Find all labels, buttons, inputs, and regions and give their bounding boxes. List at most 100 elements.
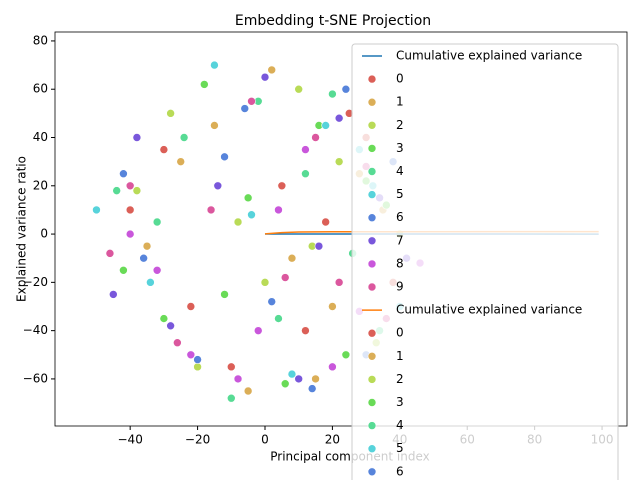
- legend-marker: [367, 421, 377, 430]
- legend-label: 2: [396, 118, 404, 132]
- point: [334, 157, 344, 166]
- point: [260, 72, 270, 82]
- point: [193, 362, 202, 372]
- point: [247, 96, 256, 106]
- legend-label: 1: [396, 349, 404, 363]
- point: [226, 362, 236, 372]
- point: [166, 321, 175, 331]
- point: [119, 169, 128, 179]
- point: [274, 205, 283, 215]
- point: [213, 181, 223, 191]
- point: [341, 84, 351, 94]
- point: [301, 326, 310, 335]
- legend-marker: [367, 259, 377, 269]
- point: [179, 133, 189, 142]
- legend-label: 8: [396, 256, 404, 270]
- point: [142, 241, 152, 251]
- legend-label: 9: [396, 280, 404, 294]
- point: [243, 193, 253, 203]
- point: [193, 355, 202, 364]
- legend-label: 4: [396, 418, 404, 432]
- point: [139, 253, 148, 263]
- point: [220, 290, 229, 299]
- point: [210, 121, 219, 130]
- legend-marker: [367, 444, 377, 454]
- x-tick-label: 20: [325, 433, 340, 447]
- point: [220, 152, 229, 162]
- point: [247, 210, 256, 220]
- x-tick-label: −20: [185, 433, 210, 447]
- point: [328, 302, 337, 311]
- legend-marker: [367, 282, 377, 292]
- plot-frame: [54, 31, 628, 427]
- y-tick-label: −40: [23, 323, 48, 337]
- y-tick-label: 20: [33, 178, 48, 192]
- chart-title: Embedding t-SNE Projection: [235, 13, 431, 29]
- legend-marker: [367, 375, 377, 384]
- point: [166, 109, 175, 118]
- legend-label: 7: [396, 233, 404, 247]
- point: [334, 113, 344, 123]
- point: [280, 379, 290, 389]
- point: [125, 181, 135, 191]
- point: [176, 157, 186, 166]
- legend-label: 0: [396, 326, 404, 340]
- point: [200, 80, 209, 89]
- point: [152, 265, 162, 275]
- point: [301, 145, 310, 154]
- legend-label: Cumulative explained variance: [396, 303, 582, 317]
- point: [233, 374, 243, 384]
- point: [341, 350, 351, 360]
- legend-label: Cumulative explained variance: [396, 49, 582, 63]
- point: [210, 60, 219, 70]
- legend-marker: [367, 467, 377, 477]
- legend-marker: [367, 144, 377, 153]
- y-tick-label: −60: [23, 371, 48, 385]
- point: [112, 186, 121, 195]
- point: [294, 84, 303, 94]
- y-tick-label: 60: [33, 82, 48, 96]
- point: [243, 386, 253, 396]
- point: [307, 384, 317, 393]
- point: [321, 121, 330, 130]
- legend-label: 6: [396, 210, 404, 224]
- point: [274, 314, 283, 323]
- legend-label: 2: [396, 372, 404, 386]
- legend-label: 4: [396, 164, 404, 178]
- legend-marker: [367, 236, 377, 246]
- legend-label: 5: [396, 187, 404, 201]
- point: [260, 278, 270, 287]
- point: [314, 241, 324, 251]
- y-tick-label: −20: [23, 275, 48, 289]
- x-tick-label: 0: [261, 433, 269, 447]
- point: [132, 133, 142, 142]
- point: [267, 297, 277, 306]
- legend-marker: [367, 351, 377, 361]
- x-tick-label: −40: [118, 433, 143, 447]
- point: [280, 273, 290, 282]
- point: [294, 374, 303, 384]
- point: [119, 265, 128, 275]
- legend-marker: [367, 213, 377, 222]
- point: [287, 253, 297, 263]
- legend: Cumulative explained variance 0 1 2 3 4 5 6 7 8 9 C…: [351, 43, 619, 480]
- legend-label: 6: [396, 464, 404, 478]
- point: [152, 217, 162, 227]
- legend-marker: [367, 398, 377, 407]
- point: [240, 104, 250, 113]
- legend-label: 1: [396, 95, 404, 109]
- point: [109, 290, 118, 299]
- point: [226, 393, 236, 403]
- y-tick-label: 40: [33, 130, 48, 144]
- point: [253, 326, 263, 335]
- y-tick-label: 0: [40, 227, 48, 241]
- point: [132, 186, 142, 195]
- legend-marker: [367, 121, 377, 130]
- point: [287, 369, 297, 379]
- point: [206, 205, 216, 215]
- point: [173, 338, 182, 348]
- point: [159, 145, 169, 154]
- point: [311, 374, 320, 384]
- point: [125, 205, 135, 215]
- point: [233, 217, 243, 227]
